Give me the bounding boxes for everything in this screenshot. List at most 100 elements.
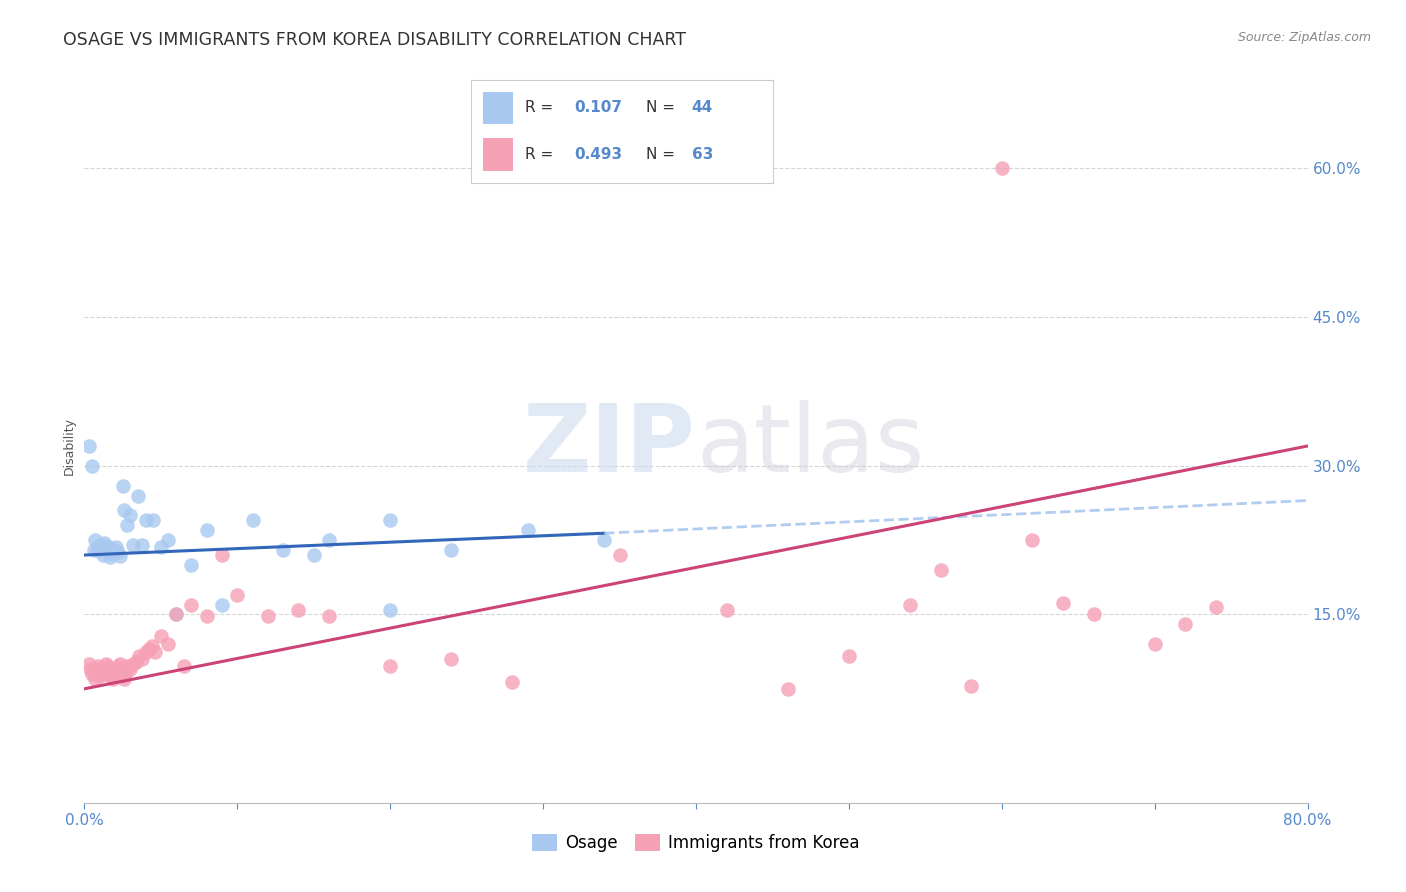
Point [103, 546, 125, 560]
Point [111, 669, 134, 683]
Point [440, 652, 463, 666]
Point [142, 513, 165, 527]
Point [1083, 607, 1105, 622]
Point [77, 439, 100, 453]
Point [131, 652, 153, 666]
Point [86, 543, 108, 558]
Point [195, 523, 218, 537]
Point [115, 659, 138, 673]
Point [112, 672, 135, 686]
Point [929, 563, 952, 577]
Point [125, 655, 148, 669]
Point [83, 543, 105, 558]
Point [107, 545, 129, 559]
Point [838, 649, 860, 664]
Point [257, 609, 280, 624]
Point [93, 667, 115, 681]
Legend: Osage, Immigrants from Korea: Osage, Immigrants from Korea [526, 827, 866, 859]
Point [226, 588, 249, 602]
Point [991, 161, 1014, 176]
Text: Source: ZipAtlas.com: Source: ZipAtlas.com [1237, 31, 1371, 45]
Point [108, 657, 131, 671]
Point [87, 540, 110, 554]
Text: atlas: atlas [696, 400, 924, 492]
Point [776, 681, 799, 696]
Point [609, 548, 631, 562]
Point [143, 645, 166, 659]
Point [1052, 596, 1074, 610]
Point [94, 657, 117, 671]
Point [149, 540, 172, 554]
Point [898, 598, 921, 612]
Point [195, 609, 218, 624]
Point [80, 667, 103, 681]
Point [122, 657, 145, 671]
Point [1021, 533, 1043, 548]
Text: 44: 44 [692, 101, 713, 115]
Point [101, 542, 124, 557]
Bar [484, 137, 513, 170]
Point [96, 659, 118, 673]
Point [108, 549, 131, 563]
Point [84, 672, 107, 686]
Point [180, 558, 202, 572]
Point [173, 659, 195, 673]
Point [165, 607, 187, 622]
Point [90, 665, 112, 679]
Point [89, 669, 111, 683]
Point [101, 665, 124, 679]
Point [135, 645, 157, 659]
Point [138, 642, 160, 657]
Point [80, 458, 103, 473]
Point [122, 538, 145, 552]
Text: 63: 63 [692, 146, 713, 161]
Point [1174, 617, 1197, 632]
Bar [484, 92, 513, 124]
Point [107, 659, 129, 673]
Point [89, 538, 111, 552]
Point [960, 679, 983, 693]
Point [149, 629, 172, 643]
Point [86, 662, 108, 676]
Point [91, 548, 114, 562]
Text: 0.107: 0.107 [574, 101, 621, 115]
Point [91, 662, 114, 676]
Point [98, 669, 121, 683]
Text: ZIP: ZIP [523, 400, 696, 492]
Point [157, 637, 180, 651]
Point [104, 667, 127, 681]
Point [120, 508, 142, 523]
Point [105, 540, 128, 554]
Point [380, 659, 402, 673]
Point [115, 518, 138, 533]
Point [516, 523, 538, 537]
Text: 0.493: 0.493 [574, 146, 621, 161]
Point [502, 674, 524, 689]
Point [110, 665, 132, 679]
Point [242, 513, 264, 527]
Point [1205, 599, 1227, 614]
Point [380, 602, 402, 616]
Point [716, 602, 738, 616]
Point [97, 662, 120, 676]
Point [302, 548, 325, 562]
Point [127, 489, 149, 503]
Point [84, 533, 107, 548]
Point [83, 665, 105, 679]
Point [211, 548, 233, 562]
Point [211, 598, 233, 612]
Point [103, 672, 125, 686]
Point [98, 549, 121, 564]
Point [112, 503, 135, 517]
Point [131, 538, 153, 552]
Point [114, 665, 136, 679]
Point [87, 659, 110, 673]
Point [180, 598, 202, 612]
Text: N =: N = [647, 101, 681, 115]
Text: N =: N = [647, 146, 681, 161]
Point [135, 513, 157, 527]
Point [77, 657, 100, 671]
Point [318, 609, 340, 624]
Point [79, 662, 101, 676]
Point [128, 649, 150, 664]
